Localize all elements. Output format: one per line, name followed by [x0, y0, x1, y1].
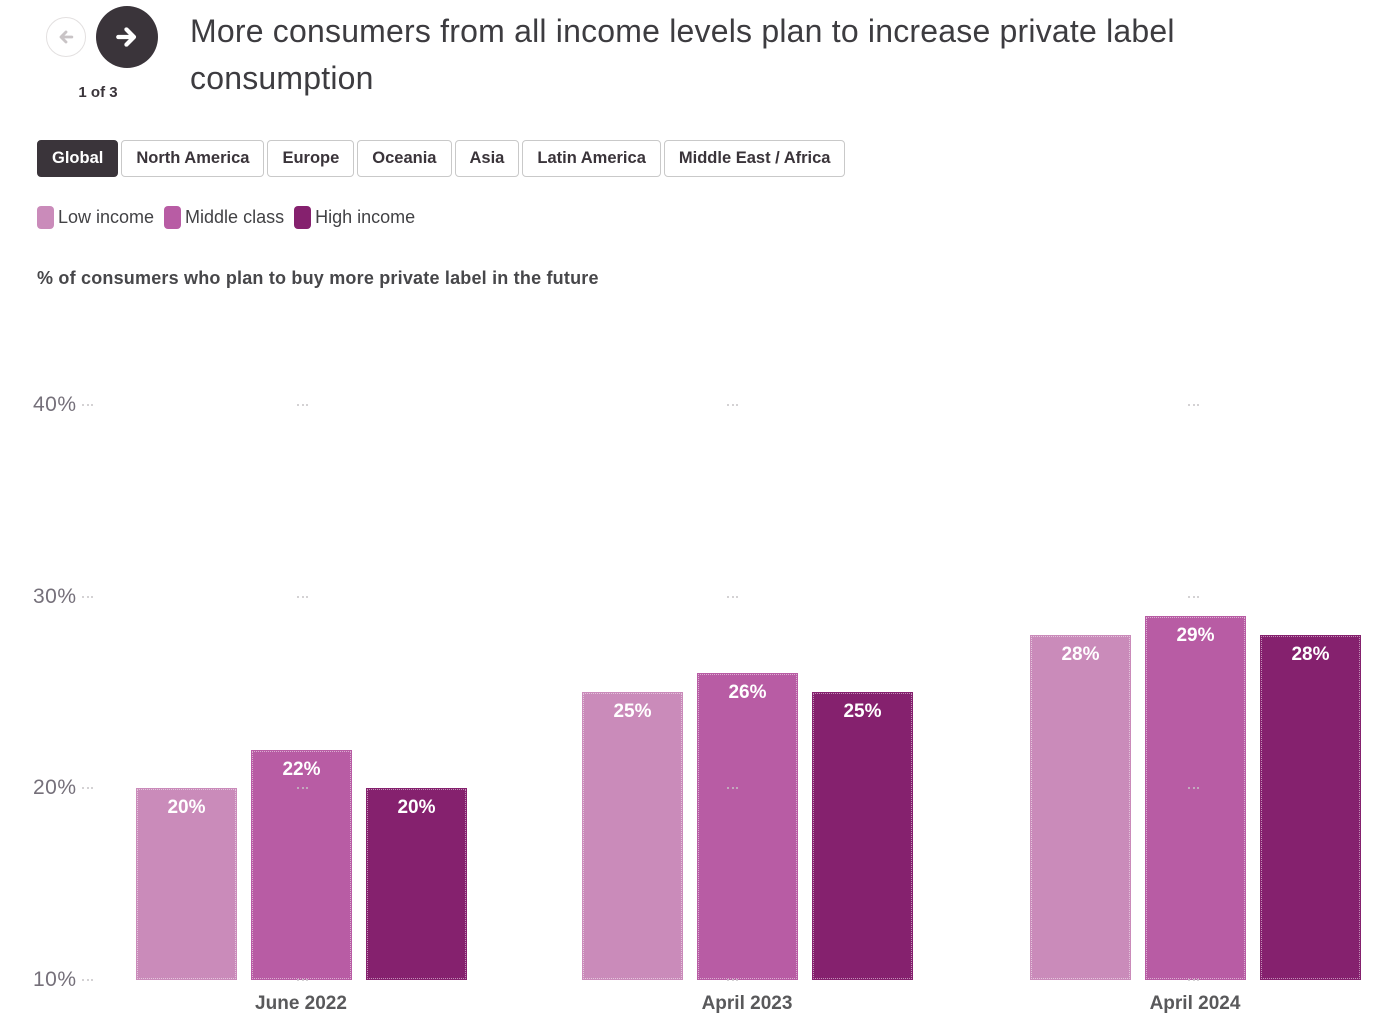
y-axis-tick-label: 30%: [33, 584, 77, 608]
arrow-left-icon: [59, 30, 74, 44]
legend-swatch-low-income: [37, 206, 54, 229]
gridline: [297, 595, 308, 598]
tab-europe[interactable]: Europe: [267, 140, 355, 177]
gridline: [82, 404, 93, 406]
bar-middle-class-april-2023[interactable]: 26%: [697, 673, 798, 980]
bar-value-label: 29%: [1176, 625, 1215, 646]
gridline: [297, 979, 308, 981]
bar-high-income-april-2023[interactable]: 25%: [812, 692, 913, 980]
slide-position-label: 1 of 3: [78, 84, 118, 101]
legend-label: Low income: [58, 207, 155, 227]
tab-global[interactable]: Global: [37, 140, 119, 177]
legend-label: High income: [315, 207, 416, 227]
bar-value-label: 28%: [1291, 644, 1330, 665]
bar-value-label: 26%: [728, 682, 767, 703]
bar-high-income-april-2024[interactable]: 28%: [1260, 635, 1361, 980]
bar-middle-class-april-2024[interactable]: 29%: [1145, 616, 1246, 980]
plot-area: 20% 22% 20% 25% 26% 25% 28% 29% 28%: [0, 405, 1393, 980]
legend-swatch-high-income: [294, 206, 312, 229]
arrow-right-icon: [116, 27, 137, 47]
tab-asia[interactable]: Asia: [454, 140, 520, 177]
previous-button[interactable]: [46, 17, 86, 57]
gridline: [1188, 979, 1199, 981]
gridline: [1188, 595, 1199, 598]
bar-chart: 20% 22% 20% 25% 26% 25% 28% 29% 28% 40% 30% 20% 10%…: [0, 330, 1393, 1027]
gridline: [1188, 787, 1199, 790]
chart-legend: Low income Middle class High income: [37, 206, 415, 229]
page-title: More consumers from all income levels pl…: [190, 13, 1175, 96]
y-axis-tick-label: 20%: [33, 776, 77, 800]
bar-high-income-june-2022[interactable]: 20%: [366, 788, 467, 980]
bar-low-income-june-2022[interactable]: 20%: [136, 788, 237, 980]
gridline: [727, 979, 738, 981]
gridline: [727, 787, 738, 790]
bar-value-label: 25%: [843, 701, 882, 722]
bar-value-label: 20%: [397, 797, 436, 818]
legend-swatch-middle-class: [164, 206, 182, 229]
tab-north-america[interactable]: North America: [121, 140, 265, 177]
y-axis-tick-label: 10%: [33, 968, 77, 991]
gridline: [1188, 404, 1199, 406]
gridline: [82, 979, 93, 981]
region-tabs: Global North America Europe Oceania Asia Lati…: [37, 140, 846, 177]
gridline: [727, 595, 738, 598]
bar-middle-class-june-2022[interactable]: 22%: [251, 750, 352, 980]
gridline: [82, 787, 93, 790]
gridline: [297, 404, 308, 406]
y-axis-tick-label: 40%: [33, 393, 77, 416]
x-axis-category-label: June 2022: [255, 993, 347, 1014]
tab-oceania[interactable]: Oceania: [357, 140, 452, 177]
legend-item-middle-class[interactable]: Middle class: [164, 206, 284, 229]
tab-latin-america[interactable]: Latin America: [522, 140, 661, 177]
x-axis-category-label: April 2024: [1149, 993, 1241, 1014]
bar-low-income-april-2023[interactable]: 25%: [582, 692, 683, 980]
legend-label: Middle class: [185, 207, 285, 227]
legend-item-low-income[interactable]: Low income: [37, 206, 154, 229]
bar-value-label: 20%: [167, 797, 206, 818]
tab-middle-east-africa[interactable]: Middle East / Africa: [663, 140, 846, 177]
bar-group-june-2022: 20% 22% 20%: [136, 750, 467, 980]
bar-value-label: 22%: [282, 759, 321, 780]
next-button[interactable]: [96, 6, 158, 68]
bar-low-income-april-2024[interactable]: 28%: [1030, 635, 1131, 980]
x-axis-category-label: April 2023: [701, 993, 793, 1014]
bar-group-april-2023: 25% 26% 25%: [582, 673, 913, 980]
bar-value-label: 25%: [613, 701, 652, 722]
gridline: [82, 595, 93, 598]
bar-group-april-2024: 28% 29% 28%: [1030, 616, 1361, 980]
gridline: [297, 787, 308, 790]
gridline: [727, 404, 738, 406]
bar-value-label: 28%: [1061, 644, 1100, 665]
chart-subtitle: % of consumers who plan to buy more priv…: [37, 268, 599, 288]
legend-item-high-income[interactable]: High income: [294, 206, 415, 229]
